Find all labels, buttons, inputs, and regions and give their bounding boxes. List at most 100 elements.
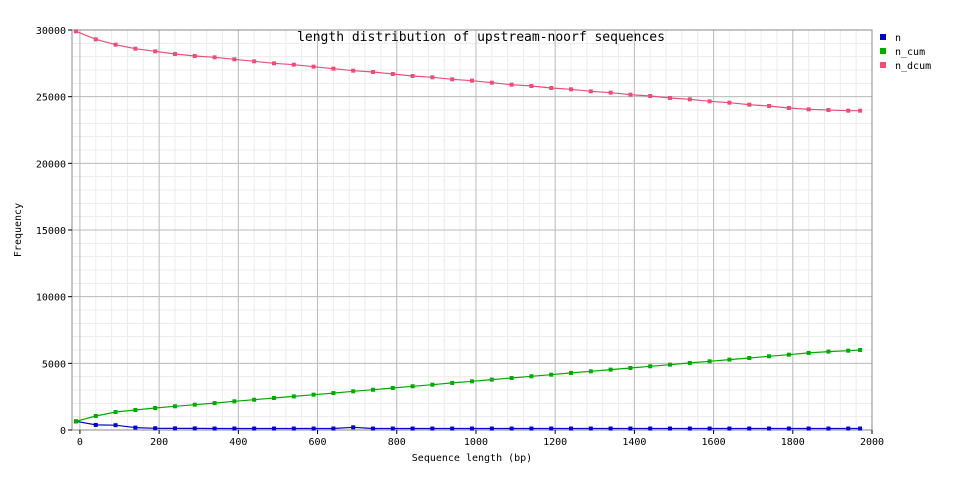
data-point-n [489, 426, 494, 431]
data-point-n_dcum [430, 75, 435, 80]
data-point-n_cum [668, 362, 673, 367]
data-point-n [390, 426, 395, 431]
data-point-n [232, 426, 237, 431]
data-point-n [153, 426, 158, 431]
legend-marker-n_cum [880, 48, 886, 54]
data-point-n_dcum [767, 104, 772, 108]
data-point-n_cum [707, 359, 712, 364]
data-point-n_dcum [489, 80, 494, 85]
legend-marker-n_dcum [880, 62, 886, 68]
y-axis-label: Frequency [13, 203, 24, 257]
data-point-n_cum [529, 374, 534, 379]
data-point-n_cum [252, 397, 257, 402]
data-point-n_dcum [529, 84, 534, 88]
data-point-n_dcum [390, 72, 395, 76]
data-point-n [113, 423, 118, 428]
data-point-n_cum [569, 370, 574, 375]
x-tick-label: 400 [229, 437, 247, 448]
data-point-n [331, 426, 336, 431]
data-point-n_dcum [569, 87, 574, 92]
data-point-n_dcum [172, 52, 177, 56]
data-point-n_cum [311, 392, 316, 397]
y-tick-label: 0 [60, 426, 66, 437]
data-point-n [767, 426, 772, 431]
data-point-n_dcum [858, 108, 863, 113]
data-point-n_dcum [608, 90, 613, 95]
data-point-n_dcum [588, 89, 593, 94]
data-point-n_dcum [509, 82, 514, 87]
data-point-n [93, 422, 98, 427]
y-tick-label: 25000 [36, 93, 66, 104]
chart-title: length distribution of upstream-noorf se… [297, 30, 665, 45]
data-point-n_cum [846, 348, 851, 353]
data-point-n_dcum [470, 78, 474, 83]
x-tick-label: 200 [150, 437, 168, 448]
x-tick-label: 800 [388, 437, 406, 448]
legend-marker-n [880, 34, 886, 40]
data-point-n_cum [232, 399, 237, 404]
data-point-n [648, 426, 653, 431]
data-point-n_dcum [410, 74, 415, 78]
data-point-n_dcum [727, 100, 732, 105]
x-tick-label: 1400 [622, 437, 646, 448]
x-tick-label: 1200 [543, 437, 567, 448]
x-tick-label: 0 [77, 437, 83, 448]
data-point-n_cum [93, 414, 98, 418]
data-point-n_cum [588, 369, 593, 374]
data-point-n_cum [767, 354, 772, 359]
data-point-n_cum [430, 382, 435, 387]
data-point-n_dcum [212, 55, 217, 60]
data-point-n [786, 426, 791, 431]
legend-label-n: n [895, 33, 901, 44]
data-point-n_cum [509, 376, 514, 380]
data-point-n_dcum [687, 97, 692, 102]
data-point-n_cum [858, 348, 863, 352]
data-point-n [470, 426, 474, 431]
data-point-n_dcum [93, 37, 98, 42]
data-point-n_cum [172, 404, 177, 409]
data-point-n [271, 426, 276, 431]
data-point-n [588, 426, 593, 431]
y-tick-label: 30000 [36, 26, 66, 37]
data-point-n_dcum [549, 86, 554, 90]
data-point-n [192, 426, 197, 431]
data-point-n [858, 426, 863, 431]
data-point-n_dcum [351, 68, 356, 73]
data-point-n_cum [192, 402, 197, 407]
x-axis-ticks: 0 200 400 600 800 1000 1200 1400 1600 1800 2000 [77, 430, 884, 448]
data-point-n [252, 426, 257, 431]
data-point-n_cum [489, 377, 494, 382]
data-point-n_cum [271, 396, 276, 400]
data-point-n [172, 426, 177, 431]
data-point-n_dcum [786, 106, 791, 110]
x-tick-label: 2000 [860, 437, 884, 448]
data-point-n_dcum [846, 108, 851, 113]
data-point-n_dcum [747, 102, 752, 107]
data-point-n_dcum [232, 57, 237, 62]
data-point-n_dcum [291, 62, 296, 67]
data-point-n_cum [153, 406, 158, 410]
data-point-n_dcum [73, 29, 78, 34]
data-point-n [707, 426, 712, 431]
data-point-n_cum [113, 410, 118, 414]
data-point-n_dcum [113, 42, 118, 47]
data-point-n_dcum [707, 99, 712, 104]
data-point-n_cum [747, 356, 752, 360]
data-point-n_dcum [192, 54, 197, 58]
x-tick-label: 600 [309, 437, 327, 448]
data-point-n_cum [826, 349, 831, 354]
data-point-n_cum [370, 387, 375, 392]
data-point-n [826, 426, 831, 431]
y-tick-label: 10000 [36, 293, 66, 304]
data-point-n [311, 426, 316, 431]
data-point-n [212, 426, 217, 431]
x-tick-label: 1600 [702, 437, 726, 448]
y-tick-label: 5000 [42, 359, 66, 370]
data-point-n_dcum [826, 108, 831, 112]
data-point-n_cum [291, 394, 296, 399]
data-point-n_dcum [450, 77, 455, 82]
data-point-n_cum [470, 379, 474, 384]
data-point-n_dcum [133, 46, 138, 51]
y-tick-label: 20000 [36, 159, 66, 170]
